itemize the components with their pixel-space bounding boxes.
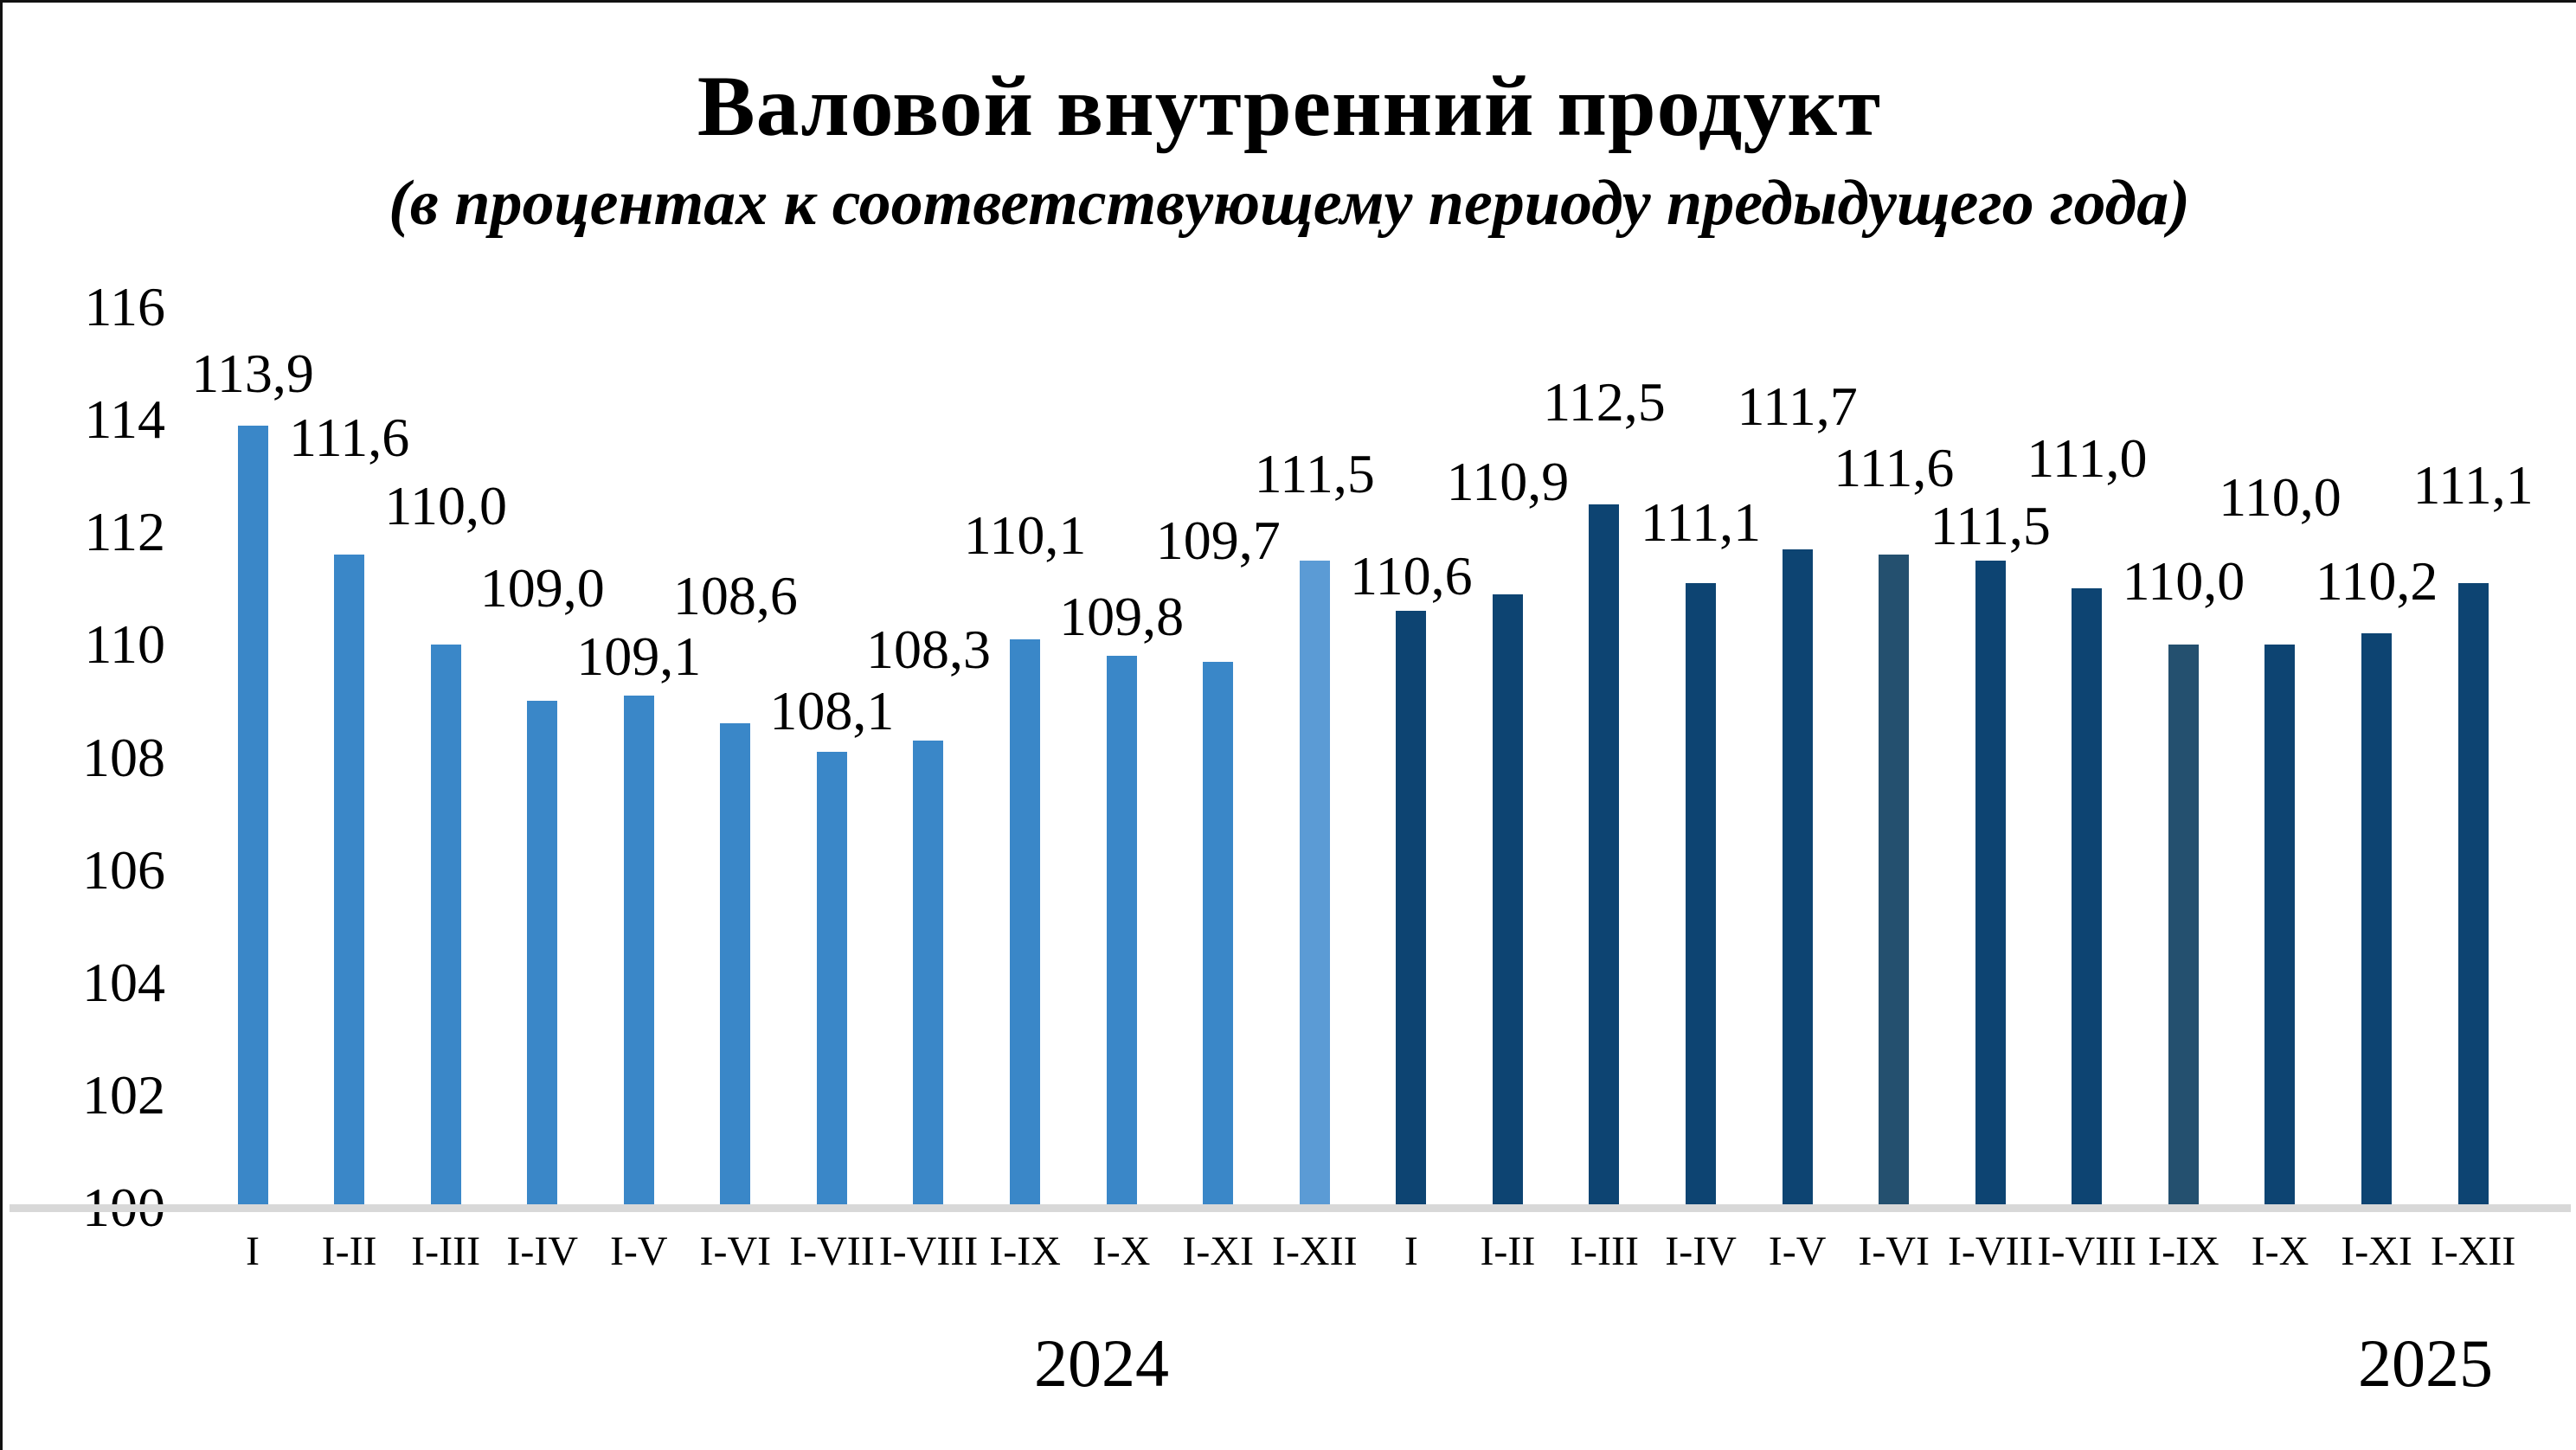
x-tick-label: I-X — [2251, 1229, 2309, 1274]
x-tick-label: I-II — [321, 1229, 377, 1274]
bar-value-label: 109,7 — [1155, 509, 1281, 571]
bar-value-label: 108,1 — [769, 680, 895, 741]
bar — [720, 723, 751, 1204]
x-tick-label: I-V — [609, 1229, 668, 1274]
year-label: 2024 — [1034, 1325, 1169, 1401]
bar — [2361, 633, 2393, 1204]
bar — [1203, 661, 1234, 1204]
bar — [1975, 560, 2006, 1204]
bar-value-label: 111,5 — [1930, 494, 2051, 556]
y-tick-label: 104 — [82, 951, 165, 1013]
x-tick-label: I-IX — [989, 1229, 1061, 1274]
chart-title: Валовой внутренний продукт — [697, 58, 1882, 154]
bar — [1492, 593, 1523, 1204]
bar-value-label: 111,6 — [1834, 437, 1955, 499]
bar — [2168, 645, 2199, 1204]
bar-value-label: 110,0 — [384, 475, 507, 537]
bar-value-label: 110,2 — [2315, 550, 2438, 613]
y-tick-label: 116 — [84, 276, 165, 338]
bar-value-label: 111,7 — [1737, 375, 1858, 437]
bar-value-label: 113,9 — [191, 342, 314, 404]
bar-value-label: 111,1 — [1640, 491, 1762, 553]
y-tick-label: 112 — [84, 501, 165, 563]
x-tick-label: I-IV — [1665, 1229, 1737, 1274]
bar — [623, 695, 654, 1204]
bar — [1396, 611, 1427, 1204]
bar — [1106, 656, 1137, 1204]
bar-value-label: 110,9 — [1446, 450, 1570, 512]
bar — [1782, 549, 1813, 1204]
bar-value-label: 111,1 — [2412, 453, 2534, 516]
bar-value-label: 111,5 — [1254, 442, 1375, 504]
bar-value-label: 108,3 — [865, 619, 991, 680]
x-tick-label: I — [1404, 1229, 1418, 1274]
x-tick-label: I-III — [411, 1229, 481, 1274]
x-tick-label: I-III — [1570, 1229, 1639, 1274]
bar — [816, 752, 847, 1204]
bar-value-label: 109,8 — [1059, 586, 1185, 648]
bar-value-label: 108,6 — [672, 565, 798, 627]
bar — [334, 555, 365, 1204]
y-tick-label: 110 — [84, 613, 165, 676]
x-tick-label: I-XII — [2430, 1229, 2516, 1274]
bar-value-label: 110,1 — [963, 504, 1087, 566]
x-tick-label: I-II — [1480, 1229, 1536, 1274]
x-tick-label: I-VIII — [878, 1229, 979, 1274]
x-tick-label: I-V — [1768, 1229, 1827, 1274]
bar — [913, 741, 944, 1204]
bar — [527, 701, 558, 1204]
bar-value-label: 110,0 — [2122, 550, 2245, 613]
chart-subtitle: (в процентах к соответствующему периоду … — [389, 168, 2190, 239]
x-tick-label: I-XI — [1182, 1229, 1254, 1274]
y-tick-label: 108 — [82, 726, 165, 788]
bar — [2457, 582, 2489, 1204]
bar-value-label: 110,0 — [2219, 466, 2342, 529]
y-tick-label: 102 — [82, 1063, 165, 1126]
bar — [1589, 504, 1620, 1204]
bar-value-label: 110,6 — [1350, 545, 1473, 607]
x-tick-label: I-VII — [789, 1229, 875, 1274]
bar — [1010, 638, 1041, 1204]
bar-value-label: 111,0 — [2027, 427, 2148, 490]
x-tick-label: I-VI — [1858, 1229, 1930, 1274]
bar-value-label: 112,5 — [1543, 370, 1666, 433]
x-axis-line — [10, 1204, 2571, 1212]
y-tick-label: 106 — [82, 838, 165, 901]
bar — [1686, 582, 1717, 1204]
y-tick-label: 114 — [84, 388, 165, 451]
year-label: 2025 — [2358, 1325, 2493, 1401]
bar — [1879, 555, 1910, 1204]
bar — [2264, 645, 2296, 1204]
bar-value-label: 109,0 — [479, 557, 605, 619]
x-tick-label: I — [246, 1229, 260, 1274]
x-tick-label: I-X — [1092, 1229, 1151, 1274]
x-tick-label: I-XI — [2341, 1229, 2412, 1274]
x-tick-label: I-IX — [2148, 1229, 2219, 1274]
x-tick-label: I-IV — [506, 1229, 579, 1274]
bar — [2072, 588, 2103, 1204]
bar — [1299, 560, 1330, 1204]
bar — [430, 645, 461, 1204]
bar-value-label: 109,1 — [576, 625, 702, 687]
bar — [237, 425, 268, 1204]
bar-value-label: 111,6 — [288, 407, 410, 469]
x-tick-label: I-VII — [1947, 1229, 2033, 1274]
x-tick-label: I-XII — [1271, 1229, 1358, 1274]
x-tick-label: I-VIII — [2037, 1229, 2137, 1274]
x-tick-label: I-VI — [699, 1229, 772, 1274]
